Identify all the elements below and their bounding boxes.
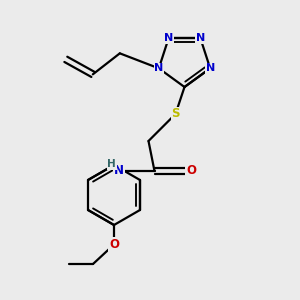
Text: N: N xyxy=(206,63,215,73)
Text: N: N xyxy=(164,33,173,43)
Text: H: H xyxy=(107,159,116,170)
Text: N: N xyxy=(196,33,205,43)
Text: O: O xyxy=(186,164,196,178)
Text: O: O xyxy=(109,238,119,251)
Text: N: N xyxy=(154,63,164,73)
Text: S: S xyxy=(171,107,180,121)
Text: N: N xyxy=(114,164,124,177)
